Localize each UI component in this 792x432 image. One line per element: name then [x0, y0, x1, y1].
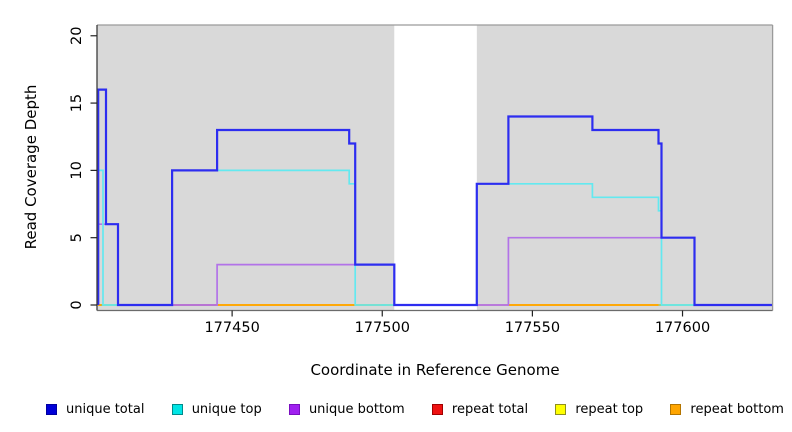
y-tick-label: 20: [69, 27, 85, 45]
legend-label: unique total: [66, 401, 145, 417]
legend-swatch-icon: [431, 403, 443, 415]
panel-background: [97, 25, 395, 311]
legend-label: repeat top: [575, 401, 644, 417]
x-tick-label: 177500: [355, 320, 410, 336]
legend-item: unique top: [171, 401, 262, 417]
y-tick-label: 10: [69, 161, 85, 179]
y-axis-title: Read Coverage Depth: [22, 84, 40, 250]
coverage-chart: 177450 177500 177550 177600 0 5 10 15 20: [69, 24, 774, 336]
legend-item: unique total: [46, 402, 144, 417]
x-tick-label: 177550: [505, 320, 560, 336]
legend-label: repeat bottom: [690, 401, 784, 417]
legend-label: repeat total: [451, 401, 529, 417]
y-tick-label: 5: [69, 233, 85, 242]
x-axis-title: Coordinate in Reference Genome: [310, 361, 560, 379]
legend-item: repeat total: [431, 401, 529, 417]
chart-legend: unique total unique top unique bottom repea…: [46, 398, 784, 420]
x-tick-label: 177600: [655, 320, 710, 336]
legend-label: unique bottom: [308, 401, 405, 417]
legend-swatch-icon: [288, 403, 300, 415]
series-unique-total: [97, 88, 773, 307]
legend-item: repeat bottom: [670, 402, 784, 417]
y-tick-label: 15: [69, 94, 85, 112]
legend-swatch-icon: [171, 403, 183, 415]
legend-swatch-icon: [46, 403, 57, 415]
x-tick-label: 177450: [204, 320, 259, 336]
legend-swatch-icon: [555, 403, 567, 415]
panel-background: [476, 25, 773, 311]
legend-item: unique bottom: [288, 401, 405, 417]
legend-swatch-icon: [670, 403, 682, 415]
legend-label: unique top: [191, 401, 262, 417]
legend-item: repeat top: [555, 402, 643, 417]
y-tick-label: 0: [69, 300, 85, 309]
